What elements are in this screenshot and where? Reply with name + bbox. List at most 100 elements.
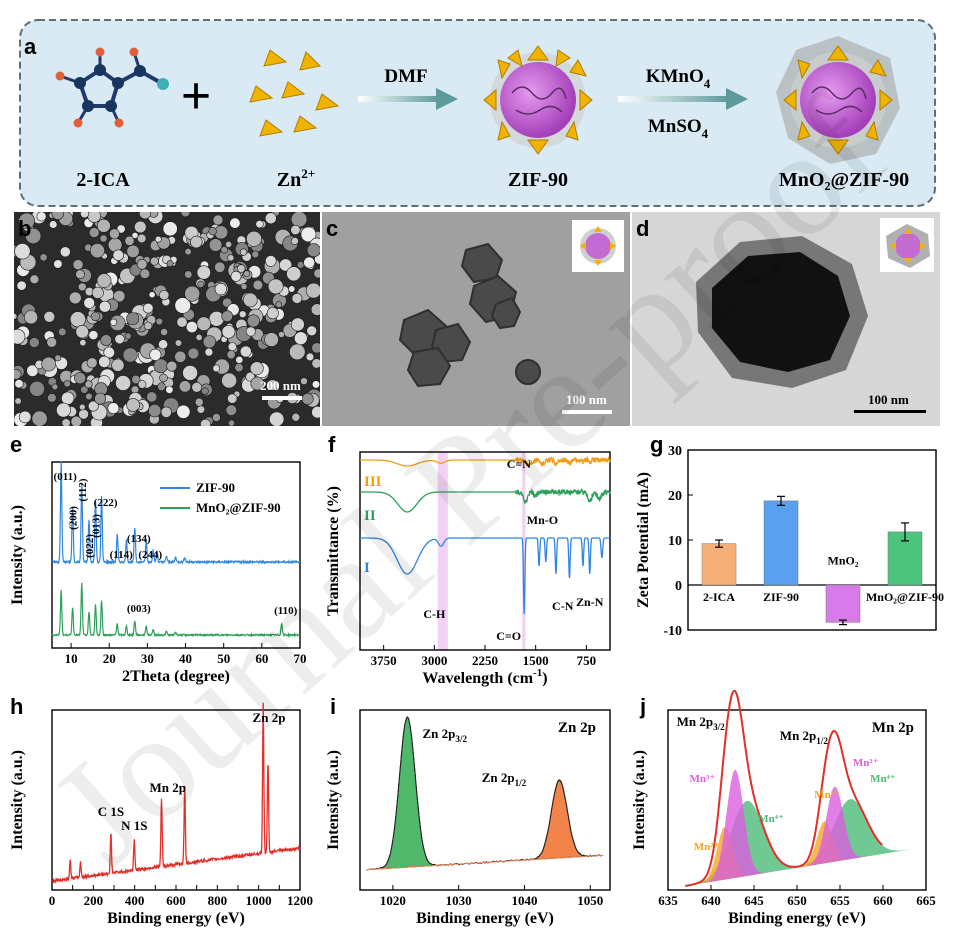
sem-particle <box>68 291 82 305</box>
zn-peak-1 <box>519 779 599 861</box>
sem-particle <box>99 300 111 313</box>
x-tick-label: 3750 <box>371 653 397 668</box>
sem-particle <box>54 354 62 362</box>
x-tick-label: 650 <box>787 893 807 908</box>
peak-label: (022) <box>84 534 96 558</box>
y-axis-label: Intensity (a.u.) <box>325 750 342 850</box>
sem-particle <box>154 235 162 243</box>
sem-particle <box>200 418 211 426</box>
zif-90-particle-icon <box>483 45 593 155</box>
zn-baseline <box>366 854 604 871</box>
panel-label-a: a <box>24 34 37 59</box>
peak-label-mn2p12: Mn 2p1/2 <box>780 728 829 746</box>
peak-label: (003) <box>127 603 151 615</box>
peak-label: (200) <box>68 506 80 530</box>
sem-particle <box>238 310 247 318</box>
sem-particle <box>227 342 237 352</box>
x-tick-label: 200 <box>84 893 104 908</box>
sem-particle <box>86 357 98 369</box>
product-mno2-zif-90-label: MnO₂@ZIF-90 <box>779 169 909 191</box>
sem-particle <box>18 212 35 230</box>
sem-particle <box>14 328 26 345</box>
sem-particle <box>80 212 90 219</box>
sem-particle <box>72 259 84 271</box>
sem-particle <box>39 253 48 262</box>
sem-particle <box>184 270 193 279</box>
sem-particle <box>63 380 71 388</box>
sem-particle <box>211 413 221 422</box>
series-line-0 <box>51 461 301 566</box>
peak-label-zn2p32: Zn 2p3/2 <box>423 726 468 744</box>
sem-particle <box>291 293 303 304</box>
sem-particle <box>36 212 47 222</box>
peak-label: (222) <box>94 497 118 509</box>
plot-frame <box>51 461 301 649</box>
peak-label: (011) <box>54 471 78 483</box>
sem-particle <box>174 339 183 347</box>
sem-particle <box>243 292 258 308</box>
sem-particle <box>94 392 106 405</box>
panel-label-j: j <box>640 694 647 719</box>
arrow1-label: DMF <box>384 66 427 87</box>
y-axis-label: Intensity (a.u.) <box>9 505 26 605</box>
x-axis-label: Binding energy (eV) <box>416 910 554 927</box>
sem-particle <box>162 221 178 237</box>
sem-particle <box>311 342 320 354</box>
annotation-label: C=O <box>496 629 521 643</box>
tem-particle-d <box>632 212 940 426</box>
sem-particle <box>190 235 203 249</box>
product-zif-90-label: ZIF-90 <box>508 169 568 191</box>
sem-particle <box>239 345 252 358</box>
sem-particle <box>196 316 212 331</box>
scale-bar-b <box>262 396 302 400</box>
sem-particle <box>208 227 217 236</box>
plot-frame <box>359 709 611 891</box>
sem-particle <box>75 269 85 280</box>
sem-particle <box>25 227 42 245</box>
x-tick-label: 400 <box>125 893 145 908</box>
sem-particle <box>289 343 306 361</box>
scale-label-d: 100 nm <box>868 392 909 407</box>
sem-particle <box>143 321 153 331</box>
x-tick-label: 1200 <box>287 893 313 908</box>
sem-particle <box>221 325 236 339</box>
y-tick-label: -10 <box>663 624 682 639</box>
x-axis-label: Binding energy (eV) <box>107 910 245 927</box>
sem-particle <box>159 373 168 383</box>
zeta-chart-g: -10 0 10 20 30 Zeta Potential (mA) 2-ICA ZIF-90… <box>635 444 944 639</box>
y-tick-label: 10 <box>668 534 682 549</box>
x-tick-label: 1030 <box>446 893 472 908</box>
zeta-bar-2 <box>825 584 861 623</box>
sem-particle <box>202 335 216 349</box>
sem-particle <box>14 243 31 260</box>
sem-particle <box>99 234 108 243</box>
sem-particle <box>96 273 112 288</box>
peak-label: (110) <box>274 605 298 617</box>
sem-particle <box>196 265 211 280</box>
sem-particle <box>266 307 279 320</box>
panel-label-g: g <box>650 432 664 457</box>
sem-particle <box>51 383 59 391</box>
sem-particle <box>201 387 209 395</box>
sem-particle <box>136 233 147 244</box>
sem-particle <box>29 274 40 285</box>
x-tick-label: 660 <box>873 893 893 908</box>
sem-particle <box>187 347 200 360</box>
sem-particle <box>18 410 32 424</box>
reaction-arrow-2 <box>618 88 748 110</box>
mn-component-4 <box>800 786 870 868</box>
sem-particle <box>182 365 198 381</box>
sem-particle <box>246 314 260 328</box>
peak-label: C 1S <box>98 804 124 819</box>
sem-particle <box>47 393 57 403</box>
sem-particle <box>53 259 63 269</box>
mno2-zif-90-particle-icon <box>776 36 900 164</box>
sem-particle <box>78 282 87 292</box>
sem-particle <box>160 328 168 336</box>
x-tick-label: 1050 <box>577 893 603 908</box>
sem-particle <box>264 212 277 225</box>
sem-particle <box>100 334 112 346</box>
panel-label-f: f <box>328 432 336 457</box>
sem-particle <box>176 404 191 419</box>
sem-particle <box>139 268 151 279</box>
